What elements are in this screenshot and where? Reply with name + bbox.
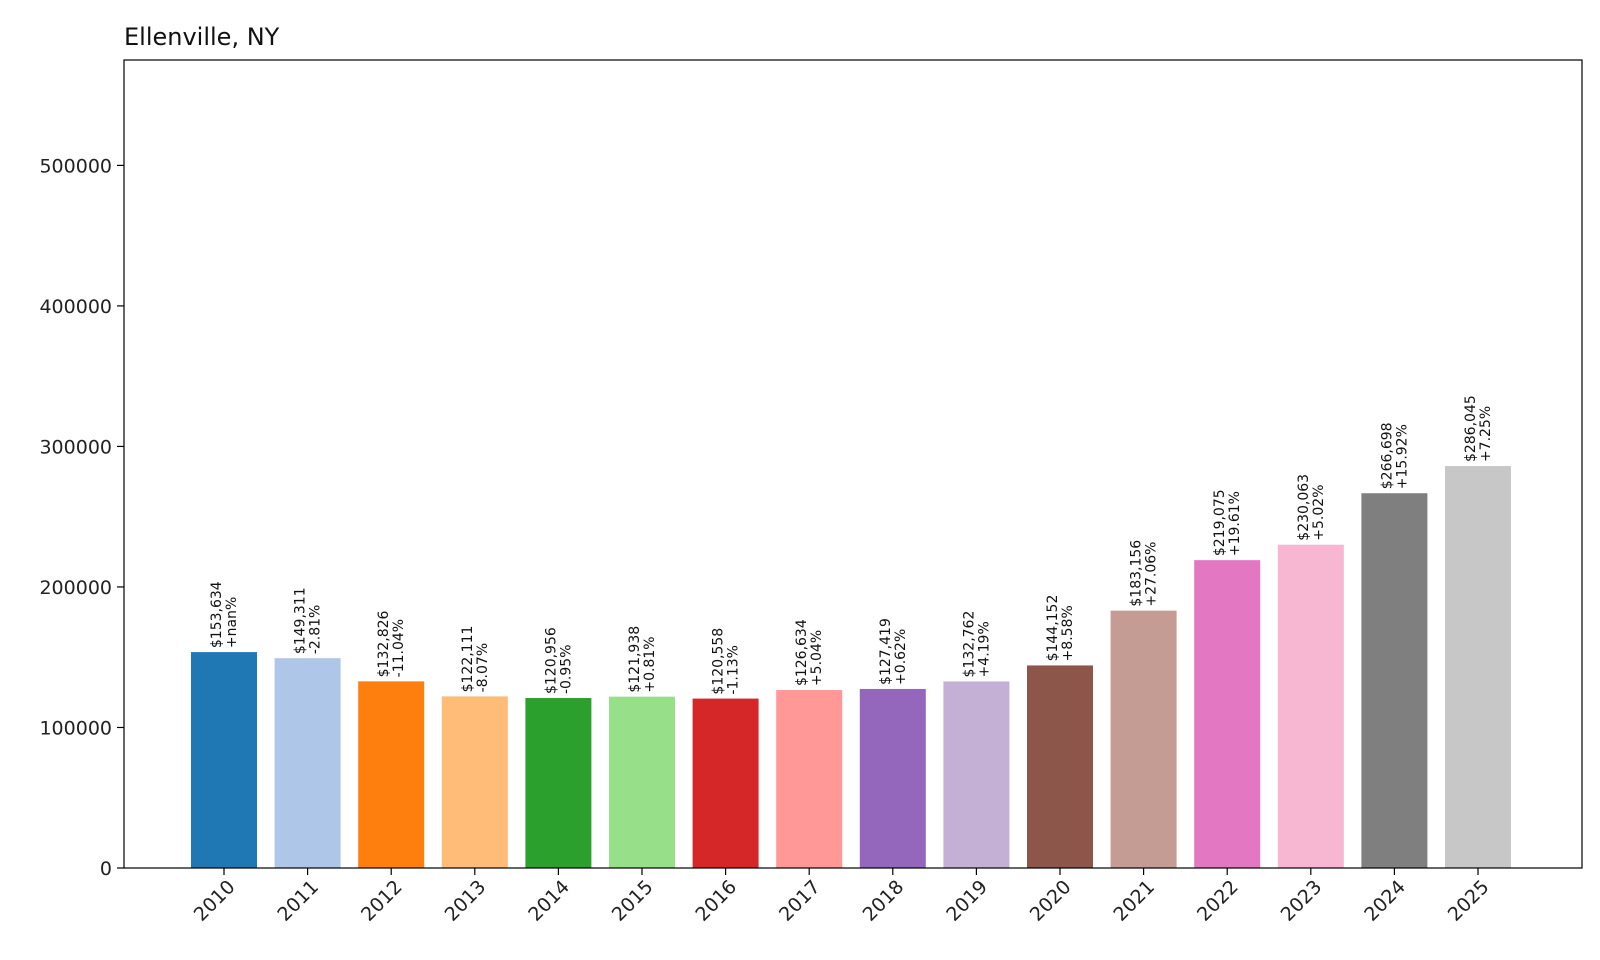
bar-value-label: $122,111 bbox=[460, 626, 476, 693]
bar-2022 bbox=[1194, 560, 1261, 868]
bar-label-group: $120,558 -1.13% bbox=[711, 628, 742, 695]
bar-label-group: $153,634 +nan% bbox=[209, 581, 240, 648]
bar-label-group: $122,111 -8.07% bbox=[460, 626, 491, 693]
bar-2018 bbox=[859, 688, 926, 868]
bar-2010 bbox=[191, 652, 257, 868]
bar-pct-label: +nan% bbox=[224, 597, 240, 648]
y-tick-label: 200000 bbox=[39, 577, 112, 599]
bar-pct-label: -1.13% bbox=[726, 645, 742, 695]
bar-2023 bbox=[1277, 544, 1344, 868]
chart-title: Ellenville, NY bbox=[124, 23, 280, 51]
bar-label-group: $183,156 +27.06% bbox=[1129, 540, 1160, 607]
bar-label-group: $126,634 +5.04% bbox=[794, 619, 825, 686]
bar-pct-label: +5.02% bbox=[1311, 484, 1327, 540]
x-tick-label: 2025 bbox=[1444, 876, 1494, 926]
bar-2012 bbox=[358, 681, 425, 868]
bar-value-label: $120,956 bbox=[543, 627, 559, 694]
bar-label-group: $132,826 -11.04% bbox=[376, 610, 407, 677]
bar-pct-label: +5.04% bbox=[809, 630, 825, 686]
bar-label-group: $230,063 +5.02% bbox=[1296, 474, 1327, 541]
bar-label-group: $127,419 +0.62% bbox=[878, 618, 909, 685]
bar-pct-label: -2.81% bbox=[308, 605, 324, 655]
bar-2024 bbox=[1361, 493, 1428, 868]
bar-pct-label: +4.19% bbox=[976, 621, 992, 677]
x-tick-label: 2020 bbox=[1026, 876, 1076, 926]
bar-pct-label: +8.58% bbox=[1060, 605, 1076, 661]
bar-2015 bbox=[609, 696, 675, 868]
bar-pct-label: +0.81% bbox=[642, 636, 658, 692]
bar-label-group: $286,045 +7.25% bbox=[1463, 395, 1494, 462]
bar-pct-label: -11.04% bbox=[391, 619, 407, 677]
x-tick-label: 2010 bbox=[190, 876, 240, 926]
x-tick-label: 2019 bbox=[942, 876, 992, 926]
y-tick-label: 400000 bbox=[39, 296, 112, 318]
plot-frame bbox=[123, 59, 1583, 869]
y-tick-label: 100000 bbox=[39, 717, 112, 739]
bar-2021 bbox=[1110, 610, 1177, 868]
bar-2019 bbox=[943, 681, 1010, 868]
y-axis: 0 100000 200000 300000 400000 500000 bbox=[39, 155, 124, 880]
x-tick-label: 2017 bbox=[775, 876, 825, 926]
x-tick-label: 2014 bbox=[524, 876, 574, 926]
bar-label-group: $144,152 +8.58% bbox=[1045, 595, 1076, 662]
y-tick-label: 500000 bbox=[39, 155, 112, 177]
x-tick-label: 2011 bbox=[273, 876, 323, 926]
bar-pct-label: +27.06% bbox=[1144, 542, 1160, 607]
bar-value-label: $149,311 bbox=[293, 587, 309, 654]
bar-2025 bbox=[1445, 466, 1511, 868]
bar-value-label: $153,634 bbox=[209, 581, 225, 648]
bar-value-label: $132,826 bbox=[376, 610, 392, 677]
bar-2013 bbox=[441, 696, 508, 868]
x-tick-label: 2018 bbox=[859, 876, 909, 926]
x-tick-label: 2024 bbox=[1360, 876, 1410, 926]
bar-2017 bbox=[776, 690, 843, 868]
bar-label-group: $219,075 +19.61% bbox=[1212, 489, 1243, 556]
bar-pct-label: +7.25% bbox=[1478, 406, 1494, 462]
bar-label-group: $120,956 -0.95% bbox=[543, 627, 574, 694]
x-tick-label: 2013 bbox=[441, 876, 491, 926]
bars bbox=[191, 466, 1511, 868]
bar-value-label: $132,762 bbox=[961, 611, 977, 678]
x-tick-label: 2021 bbox=[1109, 876, 1159, 926]
bar-label-group: $132,762 +4.19% bbox=[961, 611, 992, 678]
bar-value-label: $120,558 bbox=[711, 628, 727, 695]
bar-pct-label: +15.92% bbox=[1394, 424, 1410, 489]
bar-label-group: $121,938 +0.81% bbox=[627, 626, 658, 693]
bar-2014 bbox=[525, 698, 592, 868]
bar-2016 bbox=[692, 698, 759, 868]
bar-value-label: $126,634 bbox=[794, 619, 810, 686]
x-tick-label: 2016 bbox=[691, 876, 741, 926]
x-tick-label: 2022 bbox=[1193, 876, 1243, 926]
bar-2011 bbox=[274, 658, 341, 868]
bar-value-label: $219,075 bbox=[1212, 489, 1228, 556]
bar-pct-label: -8.07% bbox=[475, 643, 491, 693]
bar-label-group: $149,311 -2.81% bbox=[293, 587, 324, 654]
y-tick-label: 0 bbox=[100, 858, 112, 880]
x-tick-label: 2012 bbox=[357, 876, 407, 926]
bar-label-group: $266,698 +15.92% bbox=[1379, 422, 1410, 489]
bar-value-label: $121,938 bbox=[627, 626, 643, 693]
bar-value-label: $230,063 bbox=[1296, 474, 1312, 541]
x-axis: 2010 2011 2012 2013 2014 2015 2016 2017 2018 2019… bbox=[190, 868, 1494, 926]
y-tick-label: 300000 bbox=[39, 436, 112, 458]
bar-value-label: $144,152 bbox=[1045, 595, 1061, 662]
bar-value-label: $286,045 bbox=[1463, 395, 1479, 462]
bar-value-label: $183,156 bbox=[1129, 540, 1145, 607]
bar-labels: $153,634 +nan% $149,311 -2.81% $132,826 -11.0… bbox=[209, 395, 1494, 694]
x-tick-label: 2023 bbox=[1277, 876, 1327, 926]
bar-value-label: $266,698 bbox=[1379, 422, 1395, 489]
bar-pct-label: +19.61% bbox=[1227, 491, 1243, 556]
bar-pct-label: -0.95% bbox=[558, 644, 574, 694]
x-tick-label: 2015 bbox=[608, 876, 658, 926]
bar-pct-label: +0.62% bbox=[893, 629, 909, 685]
bar-value-label: $127,419 bbox=[878, 618, 894, 685]
bar-2020 bbox=[1027, 665, 1093, 868]
